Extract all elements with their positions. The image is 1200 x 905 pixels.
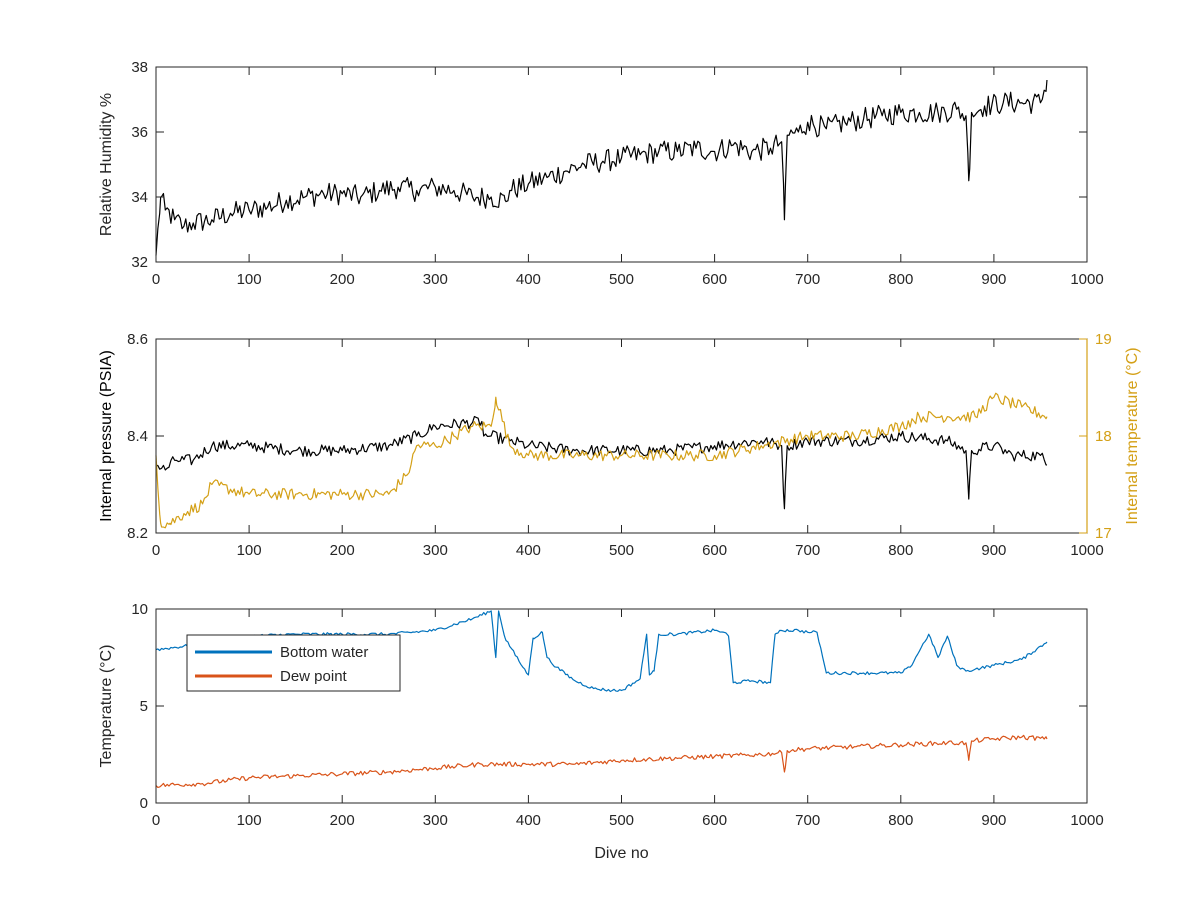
x-axis-label: Dive no (594, 845, 648, 862)
x-tick-label: 400 (516, 812, 541, 829)
x-tick-label: 1000 (1070, 542, 1103, 559)
x-tick-label: 900 (981, 271, 1006, 288)
y-tick-label: 10 (131, 601, 148, 618)
x-tick-label: 300 (423, 812, 448, 829)
y-tick-label: 34 (131, 189, 148, 206)
x-tick-label: 300 (423, 271, 448, 288)
y-tick-label: 8.4 (127, 428, 148, 445)
x-tick-label: 700 (795, 271, 820, 288)
legend-label: Bottom water (280, 644, 368, 661)
relative-humidity-line (155, 79, 1048, 256)
series-dew-point (155, 734, 1048, 789)
y2-tick-label: 18 (1095, 428, 1112, 445)
x-tick-label: 800 (888, 812, 913, 829)
y-tick-label: 32 (131, 254, 148, 271)
x-tick-label: 200 (330, 271, 355, 288)
y2-tick-label: 17 (1095, 525, 1112, 542)
internal-temperature-line (155, 392, 1048, 529)
x-tick-label: 700 (795, 812, 820, 829)
x-tick-label: 700 (795, 542, 820, 559)
y2-axis-label: Internal temperature (°C) (1124, 347, 1141, 524)
x-tick-label: 600 (702, 542, 727, 559)
x-tick-label: 800 (888, 271, 913, 288)
y-tick-label: 0 (140, 795, 148, 812)
series-bottom-water (155, 610, 1048, 693)
x-tick-label: 200 (330, 812, 355, 829)
x-tick-label: 800 (888, 542, 913, 559)
subplot-2: 0 100 200 300 400 500 600 700 800 900 1000 8.2 8.4 8.… (98, 331, 1141, 559)
subplot-1: 0 100 200 300 400 500 600 700 800 900 1000 32 34 36 38… (98, 59, 1104, 288)
x-tick-label: 500 (609, 271, 634, 288)
x-tick-label: 500 (609, 542, 634, 559)
x-tick-label: 0 (152, 271, 160, 288)
y-tick-label: 8.6 (127, 331, 148, 348)
x-tick-label: 600 (702, 812, 727, 829)
y-axis-label: Relative Humidity % (98, 93, 115, 236)
plot-frame (155, 338, 1088, 534)
x-tick-label: 1000 (1070, 812, 1103, 829)
y-tick-label: 8.2 (127, 525, 148, 542)
x-tick-label: 1000 (1070, 271, 1103, 288)
x-tick-label: 400 (516, 542, 541, 559)
legend-label: Dew point (280, 668, 348, 685)
x-tick-label: 100 (237, 542, 262, 559)
y-axis-label: Temperature (°C) (98, 645, 115, 768)
y2-tick-label: 19 (1095, 331, 1112, 348)
x-tick-label: 500 (609, 812, 634, 829)
y-tick-label: 5 (140, 698, 148, 715)
y-axis-label: Internal pressure (PSIA) (98, 350, 115, 522)
y-tick-label: 36 (131, 124, 148, 141)
legend-box (186, 634, 401, 692)
legend: Bottom water Dew point (186, 634, 401, 692)
x-tick-label: 100 (237, 271, 262, 288)
x-tick-label: 200 (330, 542, 355, 559)
x-tick-label: 0 (152, 542, 160, 559)
subplot-3: 0 100 200 300 400 500 600 700 800 900 1000 0 5 10 Temp… (98, 601, 1104, 862)
x-tick-label: 300 (423, 542, 448, 559)
plot-frame (155, 66, 1088, 263)
x-tick-label: 0 (152, 812, 160, 829)
x-tick-label: 600 (702, 271, 727, 288)
x-tick-label: 400 (516, 271, 541, 288)
y-tick-label: 38 (131, 59, 148, 76)
x-tick-label: 900 (981, 812, 1006, 829)
internal-pressure-line (155, 415, 1048, 510)
x-tick-label: 100 (237, 812, 262, 829)
x-tick-label: 900 (981, 542, 1006, 559)
